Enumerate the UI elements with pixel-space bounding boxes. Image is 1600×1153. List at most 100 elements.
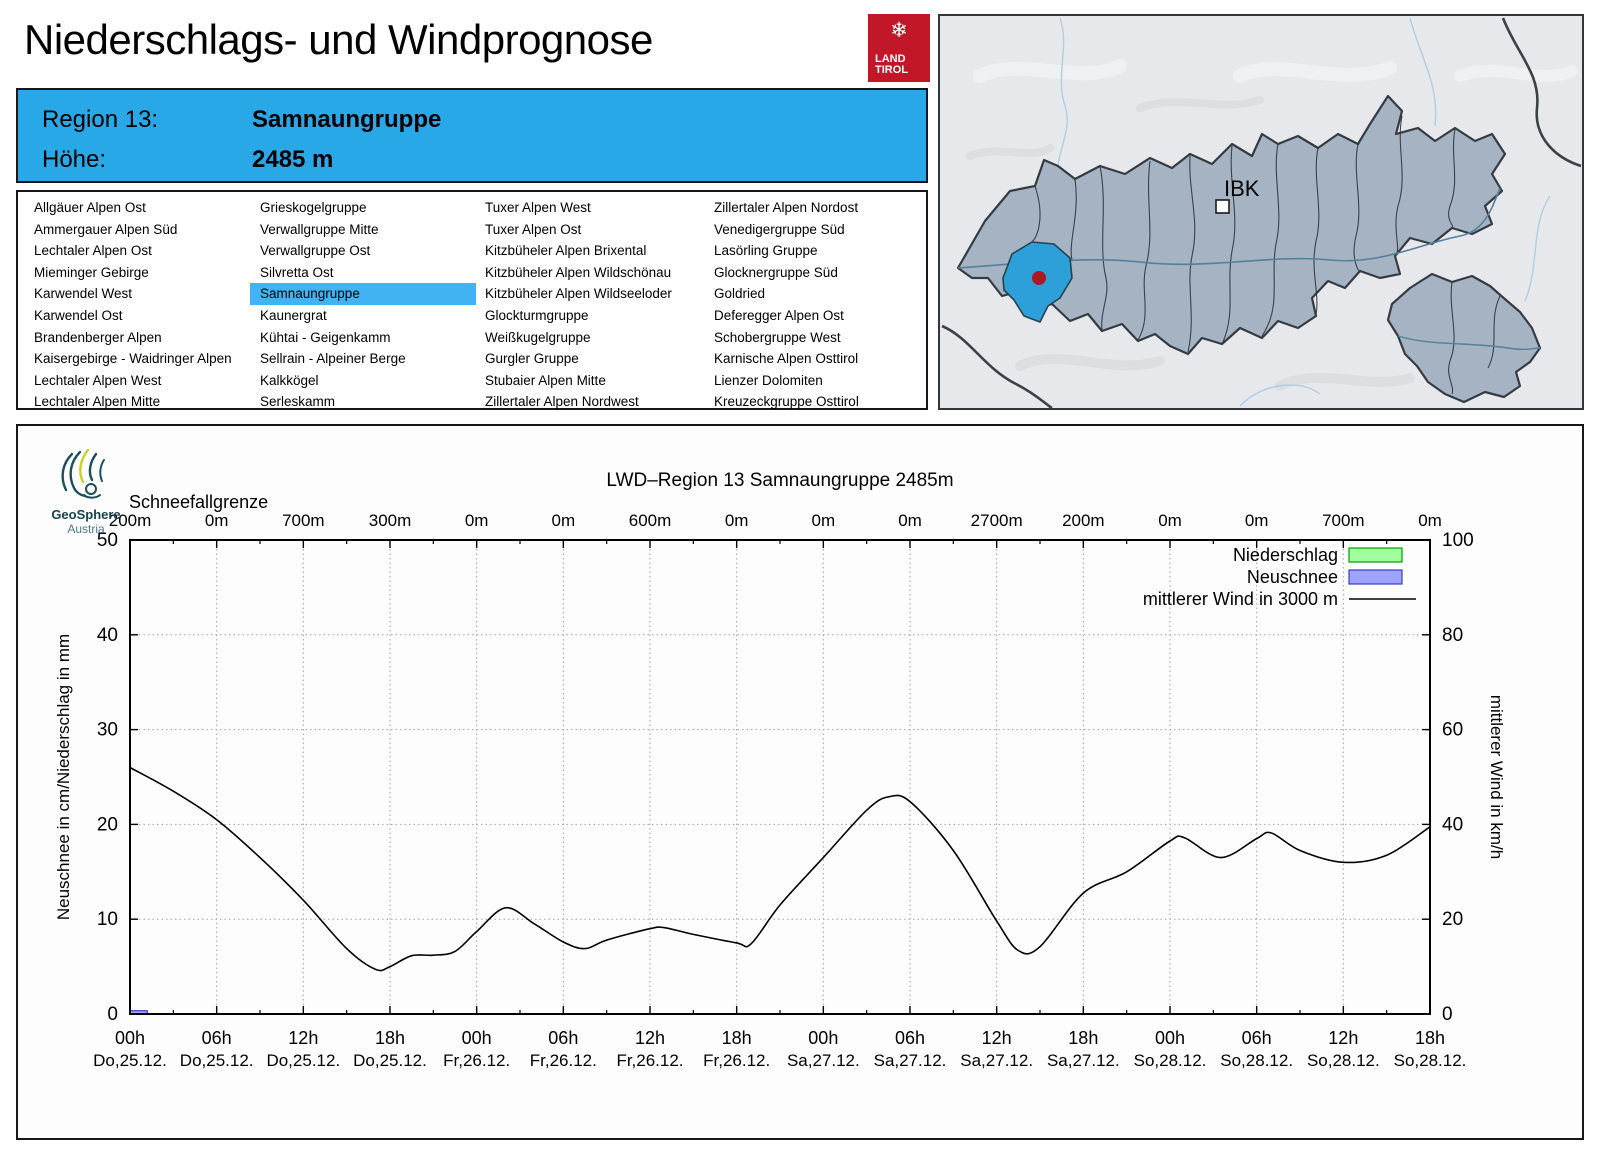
region-list-item[interactable]: Grieskogelgruppe	[260, 200, 367, 215]
region-list-item[interactable]: Tuxer Alpen West	[485, 200, 591, 215]
legend-label: Niederschlag	[1233, 545, 1338, 565]
region-list-item[interactable]: Serleskamm	[260, 394, 336, 410]
region-list-item[interactable]: Goldried	[714, 286, 766, 302]
x-tick-time-label: 00h	[462, 1028, 492, 1048]
region-list-item[interactable]: Deferegger Alpen Ost	[714, 307, 844, 323]
page-title: Niederschlags- und Windprognose	[24, 16, 653, 63]
region-list-item[interactable]: Lechtaler Alpen West	[34, 372, 162, 388]
region-list-item[interactable]: Weißkugelgruppe	[485, 329, 591, 345]
region-list-item[interactable]: Kaunergrat	[260, 307, 327, 323]
snowline-value: 0m	[812, 511, 836, 530]
y-axis-left-title: Neuschnee in cm/Niederschlag in mm	[54, 633, 73, 921]
region-list-column: Tuxer Alpen West Tuxer Alpen Ost Kitzbühel…	[485, 197, 701, 413]
x-tick-date-label: Sa,27.12.	[1047, 1051, 1120, 1070]
snowline-value: 0m	[205, 511, 229, 530]
wind-line	[129, 766, 1431, 972]
region-info-box: Region 13: Samnaungruppe Höhe: 2485 m	[16, 88, 928, 183]
x-tick-date-label: Do,25.12.	[180, 1051, 254, 1070]
region-list-item[interactable]: Brandenberger Alpen	[34, 329, 162, 345]
forecast-chart-svg: 00h Do,25.12. 20 0m 06h Do,25.12. 0m 12h Do,25.1…	[93, 511, 1474, 1070]
x-tick-time-label: 12h	[1328, 1028, 1358, 1048]
x-tick-date-label: Do,25.12.	[353, 1051, 427, 1070]
geosphere-logo: GeoSphere Austria	[38, 448, 134, 536]
height-value: 2485 m	[252, 146, 334, 173]
map-region-east-tirol	[1386, 272, 1542, 404]
region-list-item[interactable]: Silvretta Ost	[260, 264, 334, 280]
map-drau-river	[1397, 335, 1541, 351]
x-tick-date-label: So,28.12.	[1220, 1051, 1293, 1070]
region-list-item[interactable]: Glockturmgruppe	[485, 307, 589, 323]
region-list-item[interactable]: Karwendel Ost	[34, 307, 123, 323]
map-rivers	[1057, 17, 1551, 407]
region-list-item[interactable]: Kalkkögel	[260, 372, 319, 388]
region-list-column: Zillertaler Alpen Nordost Venedigergruppe…	[714, 197, 930, 413]
legend-label: Neuschnee	[1247, 567, 1338, 587]
y-tick-right-label: 60	[1442, 720, 1463, 741]
region-list-item[interactable]: Gurgler Gruppe	[485, 351, 579, 367]
x-tick-time-label: 06h	[202, 1028, 232, 1048]
y-tick-left-label: 30	[97, 720, 118, 741]
region-list-item[interactable]: Allgäuer Alpen Ost	[34, 200, 146, 215]
y-tick-left-label: 20	[97, 814, 118, 835]
x-tick-time-label: 12h	[635, 1028, 665, 1048]
x-tick-date-label: Do,25.12.	[93, 1051, 167, 1070]
x-tick-date-label: So,28.12.	[1394, 1051, 1467, 1070]
region-list-item[interactable]: Kitzbüheler Alpen Wildschönau	[485, 264, 672, 280]
region-list-item[interactable]: Lechtaler Alpen Mitte	[34, 394, 161, 410]
x-tick-date-label: Sa,27.12.	[874, 1051, 947, 1070]
region-list-item[interactable]: Verwallgruppe Mitte	[260, 221, 379, 237]
region-label: Region 13:	[42, 106, 159, 133]
x-tick-date-label: Fr,26.12.	[443, 1051, 510, 1070]
region-list-item[interactable]: Kaisergebirge - Waidringer Alpen	[34, 351, 232, 367]
region-list-item[interactable]: Kitzbüheler Alpen Wildseeloder	[485, 286, 672, 302]
region-list-item[interactable]: Verwallgruppe Ost	[260, 243, 371, 259]
x-tick-time-label: 18h	[375, 1028, 405, 1048]
legend-label: mittlerer Wind in 3000 m	[1143, 589, 1338, 609]
snowline-value: 0m	[725, 511, 749, 530]
y-tick-left-label: 10	[97, 909, 118, 930]
y-tick-left-label: 0	[107, 1004, 118, 1025]
x-tick-time-label: 12h	[982, 1028, 1012, 1048]
region-list-item[interactable]: Zillertaler Alpen Nordwest	[485, 394, 639, 410]
x-tick-date-label: Sa,27.12.	[960, 1051, 1033, 1070]
region-list-item[interactable]: Stubaier Alpen Mitte	[485, 372, 606, 388]
region-list-column: Allgäuer Alpen Ost Ammergauer Alpen Süd Le…	[34, 197, 250, 413]
region-list-item-selected[interactable]: Samnaungruppe	[250, 283, 476, 305]
snowline-value: 0m	[1245, 511, 1269, 530]
x-tick-date-label: Do,25.12.	[266, 1051, 340, 1070]
snowline-value: 0m	[465, 511, 489, 530]
region-list-item[interactable]: Lechtaler Alpen Ost	[34, 243, 152, 259]
x-tick-time-label: 18h	[1068, 1028, 1098, 1048]
region-list-item[interactable]: Zillertaler Alpen Nordost	[714, 200, 859, 215]
land-tirol-logo: ❄ LAND TIROL	[868, 14, 930, 82]
region-list-item[interactable]: Kühtai - Geigenkamm	[260, 329, 391, 345]
x-tick-date-label: So,28.12.	[1307, 1051, 1380, 1070]
tirol-map: IBK	[938, 14, 1584, 410]
region-list-item[interactable]: Venedigergruppe Süd	[714, 221, 845, 237]
map-ibk-marker	[1215, 199, 1230, 214]
snowline-value: 0m	[1418, 511, 1442, 530]
y-tick-right-label: 0	[1442, 1004, 1453, 1025]
region-list-item[interactable]: Mieminger Gebirge	[34, 264, 149, 280]
map-ibk-label: IBK	[1224, 176, 1260, 201]
region-list-item[interactable]: Schobergruppe West	[714, 329, 841, 345]
region-list-item[interactable]: Karnische Alpen Osttirol	[714, 351, 859, 367]
region-list-item[interactable]: Lienzer Dolomiten	[714, 372, 823, 388]
geosphere-logo-icon	[61, 448, 105, 499]
region-list-item[interactable]: Lasörling Gruppe	[714, 243, 818, 259]
region-list-item[interactable]: Kitzbüheler Alpen Brixental	[485, 243, 647, 259]
x-tick-date-label: Fr,26.12.	[703, 1051, 770, 1070]
region-list-item[interactable]: Sellrain - Alpeiner Berge	[260, 351, 406, 367]
region-list-item[interactable]: Glocknergruppe Süd	[714, 264, 838, 280]
region-list-item[interactable]: Karwendel West	[34, 286, 133, 302]
legend-swatch-niederschlag	[1348, 547, 1403, 563]
geosphere-sub: Austria	[67, 522, 105, 536]
region-list-item[interactable]: Tuxer Alpen Ost	[485, 221, 582, 237]
region-list-item[interactable]: Kreuzeckgruppe Osttirol	[714, 394, 859, 410]
region-list-item[interactable]: Ammergauer Alpen Süd	[34, 221, 178, 237]
tirol-map-svg: IBK	[941, 17, 1582, 408]
y-tick-left-label: 50	[97, 530, 118, 551]
forecast-chart-panel: 00h Do,25.12. 20 0m 06h Do,25.12. 0m 12h Do,25.1…	[16, 424, 1584, 1140]
y-tick-right-label: 80	[1442, 625, 1463, 646]
y-tick-left-label: 40	[97, 625, 118, 646]
